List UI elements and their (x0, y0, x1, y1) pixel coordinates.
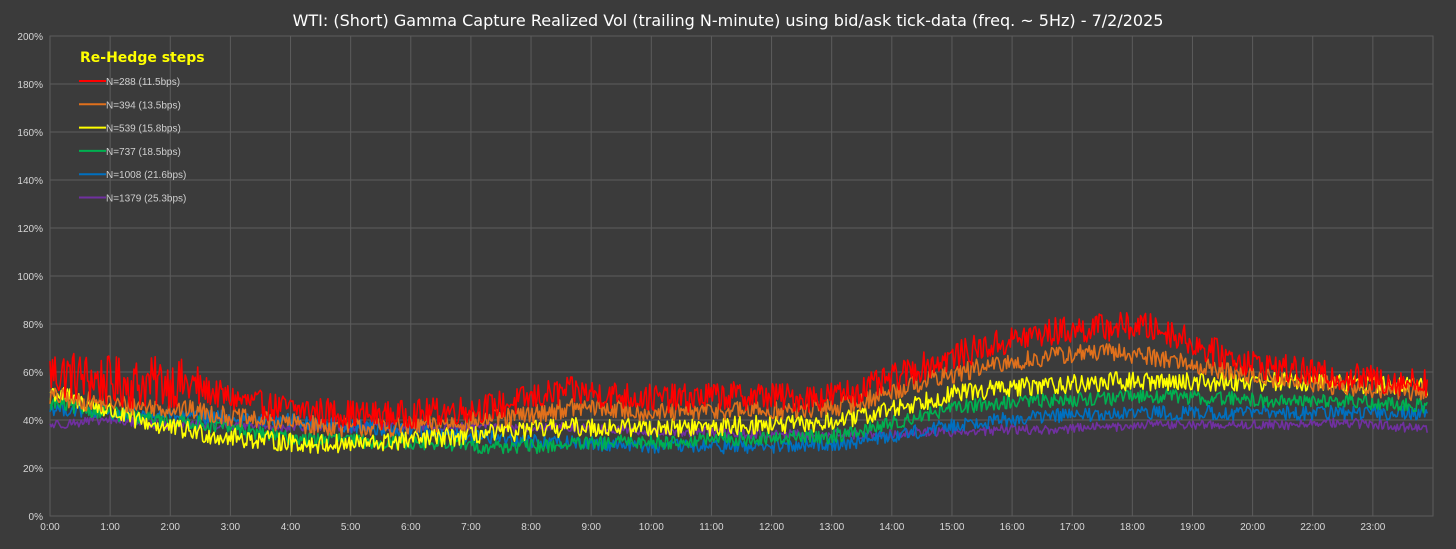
legend-entry: N=288 (11.5bps) (106, 77, 180, 88)
y-tick-label: 40% (23, 416, 43, 427)
x-tick-label: 12:00 (759, 522, 784, 533)
series-line (49, 343, 1428, 438)
x-tick-label: 13:00 (819, 522, 844, 533)
x-tick-label: 17:00 (1060, 522, 1085, 533)
x-tick-label: 1:00 (100, 522, 120, 533)
y-tick-label: 100% (17, 272, 43, 283)
legend-entry: N=1379 (25.3bps) (106, 194, 186, 205)
y-tick-label: 60% (23, 368, 43, 379)
x-tick-label: 8:00 (521, 522, 541, 533)
y-tick-label: 80% (23, 320, 43, 331)
x-tick-label: 11:00 (699, 522, 724, 533)
x-tick-label: 5:00 (341, 522, 361, 533)
x-tick-label: 14:00 (879, 522, 904, 533)
y-tick-label: 180% (17, 80, 43, 91)
y-tick-label: 140% (17, 176, 43, 187)
x-tick-label: 10:00 (639, 522, 664, 533)
x-tick-label: 9:00 (581, 522, 601, 533)
x-tick-label: 19:00 (1180, 522, 1205, 533)
x-tick-label: 4:00 (281, 522, 301, 533)
series-lines (49, 311, 1428, 455)
x-tick-label: 22:00 (1300, 522, 1325, 533)
chart-title: WTI: (Short) Gamma Capture Realized Vol … (293, 11, 1164, 30)
legend: Re-Hedge steps N=288 (11.5bps) N=394 (13.… (79, 50, 205, 205)
series-line (49, 311, 1428, 431)
series-line (49, 371, 1428, 454)
x-tick-label: 15:00 (939, 522, 964, 533)
x-tick-label: 20:00 (1240, 522, 1265, 533)
x-tick-label: 6:00 (401, 522, 421, 533)
x-tick-label: 3:00 (221, 522, 241, 533)
legend-title: Re-Hedge steps (80, 50, 205, 66)
x-tick-label: 16:00 (1000, 522, 1025, 533)
legend-entry: N=737 (18.5bps) (106, 147, 181, 158)
y-tick-label: 200% (17, 32, 43, 43)
y-tick-label: 120% (17, 224, 43, 235)
x-tick-label: 7:00 (461, 522, 481, 533)
x-tick-label: 0:00 (40, 522, 60, 533)
x-tick-label: 18:00 (1120, 522, 1145, 533)
y-tick-label: 20% (23, 464, 43, 475)
axis-labels: 0% 20% 40% 60% 80% 100% 120% 140% 160% 180% 200% 0:… (17, 32, 1385, 533)
y-tick-label: 0% (29, 512, 44, 523)
y-tick-label: 160% (17, 128, 43, 139)
legend-entry: N=1008 (21.6bps) (106, 170, 186, 181)
legend-entry: N=539 (15.8bps) (106, 124, 181, 135)
x-tick-label: 23:00 (1360, 522, 1385, 533)
x-tick-label: 2:00 (161, 522, 181, 533)
legend-entry: N=394 (13.5bps) (106, 100, 181, 111)
